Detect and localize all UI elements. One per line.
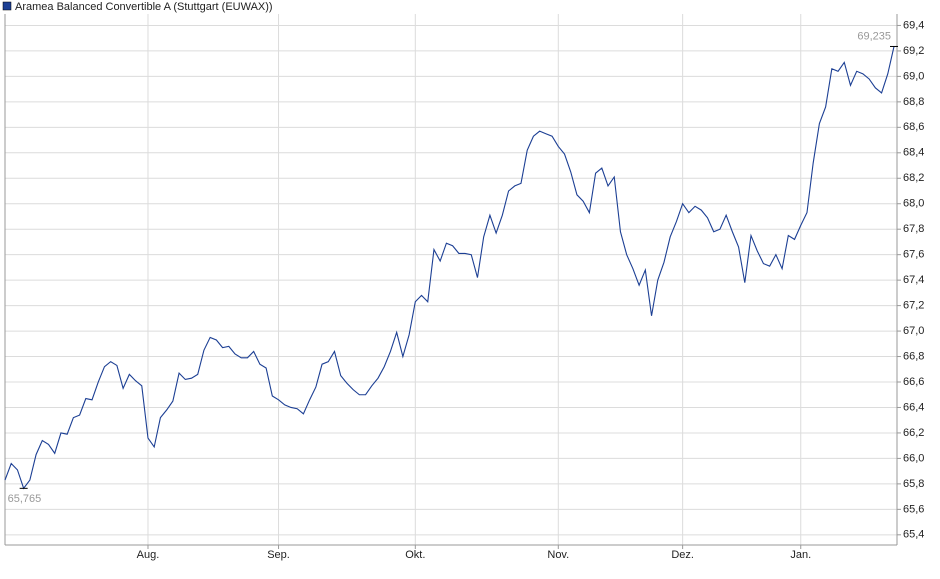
x-tick-label: Aug. xyxy=(137,549,160,561)
legend-label: Aramea Balanced Convertible A (Stuttgart… xyxy=(15,1,273,13)
y-tick-label: 67,2 xyxy=(903,300,924,312)
y-tick-label: 66,4 xyxy=(903,401,924,413)
value-label: 65,765 xyxy=(8,493,42,505)
y-tick-label: 69,2 xyxy=(903,45,924,57)
y-tick-label: 65,4 xyxy=(903,529,924,541)
line-series xyxy=(4,46,895,490)
x-tick-label: Sep. xyxy=(267,549,290,561)
y-tick-label: 69,0 xyxy=(903,70,924,82)
y-tick-label: 69,4 xyxy=(903,19,924,31)
value-label: 69,235 xyxy=(857,30,891,42)
y-tick-label: 67,6 xyxy=(903,249,924,261)
x-tick-label: Okt. xyxy=(405,549,425,561)
y-tick-label: 66,8 xyxy=(903,350,924,362)
y-tick-label: 66,6 xyxy=(903,376,924,388)
y-tick-label: 68,6 xyxy=(903,121,924,133)
y-tick-label: 68,8 xyxy=(903,96,924,108)
y-tick-label: 66,0 xyxy=(903,452,924,464)
x-tick-label: Jan. xyxy=(790,549,811,561)
legend-swatch xyxy=(2,1,12,11)
y-tick-label: 66,2 xyxy=(903,427,924,439)
y-tick-label: 68,4 xyxy=(903,147,924,159)
y-tick-label: 65,8 xyxy=(903,478,924,490)
y-tick-label: 67,4 xyxy=(903,274,924,286)
y-tick-label: 68,2 xyxy=(903,172,924,184)
y-tick-label: 65,6 xyxy=(903,503,924,515)
y-tick-label: 67,8 xyxy=(903,223,924,235)
y-tick-label: 67,0 xyxy=(903,325,924,337)
x-tick-label: Nov. xyxy=(547,549,569,561)
x-tick-label: Dez. xyxy=(671,549,694,561)
y-tick-label: 68,0 xyxy=(903,198,924,210)
